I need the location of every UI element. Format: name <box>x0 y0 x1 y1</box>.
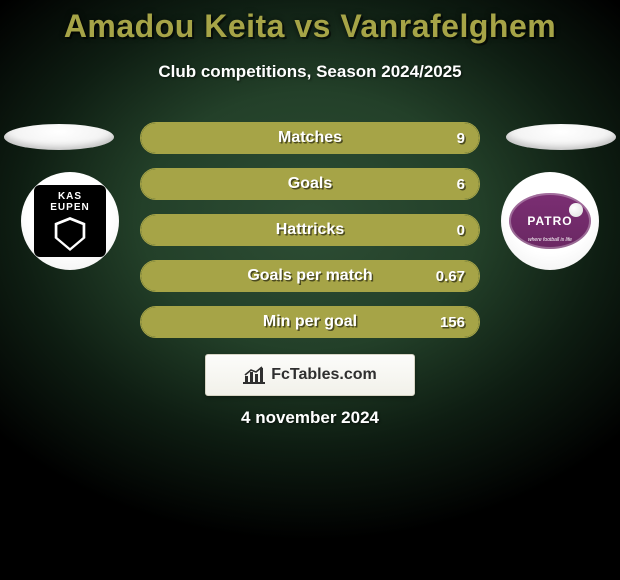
club-badge-right: PATRO where football is life <box>501 172 599 270</box>
player-avatar-right <box>506 124 616 150</box>
date-text: 4 november 2024 <box>0 408 620 428</box>
player-avatar-left <box>4 124 114 150</box>
stat-value: 6 <box>457 169 465 199</box>
club-badge-left-inner: KAS EUPEN <box>34 185 106 257</box>
club-badge-right-tagline: where football is life <box>509 237 591 243</box>
stat-value: 9 <box>457 123 465 153</box>
stat-value: 0.67 <box>436 261 465 291</box>
infographic-container: Amadou Keita vs Vanrafelghem Club compet… <box>0 0 620 580</box>
club-badge-left-line2: EUPEN <box>50 202 89 213</box>
stat-label: Goals <box>141 169 479 199</box>
club-badge-left-line1: KAS <box>58 191 82 202</box>
stats-list: Matches9Goals6Hattricks0Goals per match0… <box>140 122 480 338</box>
subtitle: Club competitions, Season 2024/2025 <box>0 62 620 82</box>
fctables-chart-icon <box>243 366 265 384</box>
club-badge-left: KAS EUPEN <box>21 172 119 270</box>
club-badge-right-text: PATRO <box>527 214 572 228</box>
stat-label: Matches <box>141 123 479 153</box>
stat-pill: Matches9 <box>140 122 480 154</box>
stat-label: Hattricks <box>141 215 479 245</box>
stat-pill: Min per goal156 <box>140 306 480 338</box>
club-badge-right-ball-icon <box>569 203 583 217</box>
fctables-text: FcTables.com <box>271 366 377 384</box>
stat-label: Min per goal <box>141 307 479 337</box>
fctables-plaque: FcTables.com <box>205 354 415 396</box>
stat-value: 0 <box>457 215 465 245</box>
stat-pill: Goals per match0.67 <box>140 260 480 292</box>
stat-pill: Goals6 <box>140 168 480 200</box>
title: Amadou Keita vs Vanrafelghem <box>0 8 620 45</box>
stat-label: Goals per match <box>141 261 479 291</box>
stat-pill: Hattricks0 <box>140 214 480 246</box>
stat-value: 156 <box>440 307 465 337</box>
club-badge-left-shield-icon <box>53 217 87 251</box>
club-badge-right-inner: PATRO where football is life <box>509 193 591 249</box>
